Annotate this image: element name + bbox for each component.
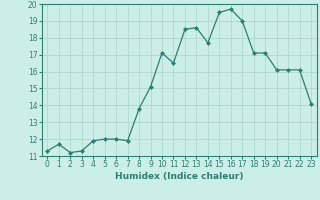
X-axis label: Humidex (Indice chaleur): Humidex (Indice chaleur) xyxy=(115,172,244,181)
